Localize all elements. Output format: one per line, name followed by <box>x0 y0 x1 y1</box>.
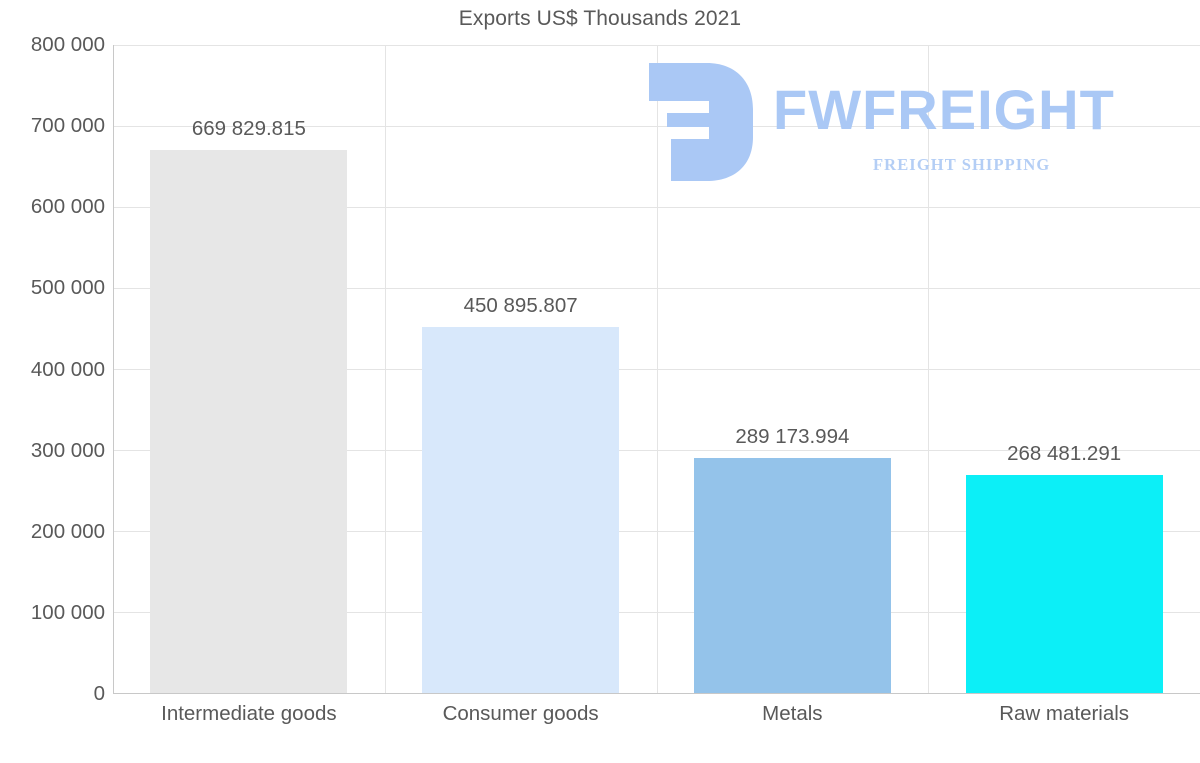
gridline-vertical <box>928 45 929 694</box>
bar[interactable] <box>422 327 620 693</box>
x-axis-tick-label: Intermediate goods <box>161 702 337 725</box>
plot-area <box>113 44 1200 694</box>
bar-value-label: 450 895.807 <box>463 294 578 318</box>
gridline-horizontal <box>113 287 1200 289</box>
x-axis-tick-label: Consumer goods <box>442 702 599 725</box>
gridline-horizontal <box>113 450 1200 452</box>
y-axis-tick-label: 200 000 <box>30 519 105 543</box>
y-axis-tick-label: 400 000 <box>30 357 105 381</box>
bar[interactable] <box>965 475 1163 693</box>
x-axis-line <box>113 693 1200 694</box>
y-axis-line <box>113 45 114 694</box>
chart-title: Exports US$ Thousands 2021 <box>458 7 742 30</box>
gridline-horizontal <box>113 531 1200 533</box>
gridline-horizontal <box>113 612 1200 614</box>
bar-value-label: 268 481.291 <box>1007 442 1122 466</box>
y-axis-tick-label: 100 000 <box>30 600 105 624</box>
bar[interactable] <box>150 149 348 693</box>
y-axis-tick-label: 500 000 <box>30 276 105 300</box>
bar-value-label: 289 173.994 <box>735 425 850 449</box>
gridline-horizontal <box>113 369 1200 370</box>
y-axis-tick-label: 800 000 <box>30 33 105 56</box>
gridline-vertical <box>657 45 658 694</box>
x-axis-tick-label: Raw materials <box>999 702 1130 725</box>
y-axis-tick-label: 700 000 <box>30 114 105 138</box>
gridline-horizontal <box>113 206 1200 208</box>
bar-value-label: 669 829.815 <box>191 116 306 140</box>
y-axis-tick-label: 600 000 <box>30 195 105 219</box>
bar[interactable] <box>693 458 891 693</box>
x-axis-tick-label: Metals <box>762 702 823 725</box>
gridline-vertical <box>385 45 386 694</box>
gridline-horizontal <box>113 44 1200 46</box>
y-axis-tick-label: 0 <box>93 682 105 705</box>
y-axis-tick-label: 300 000 <box>30 438 105 462</box>
